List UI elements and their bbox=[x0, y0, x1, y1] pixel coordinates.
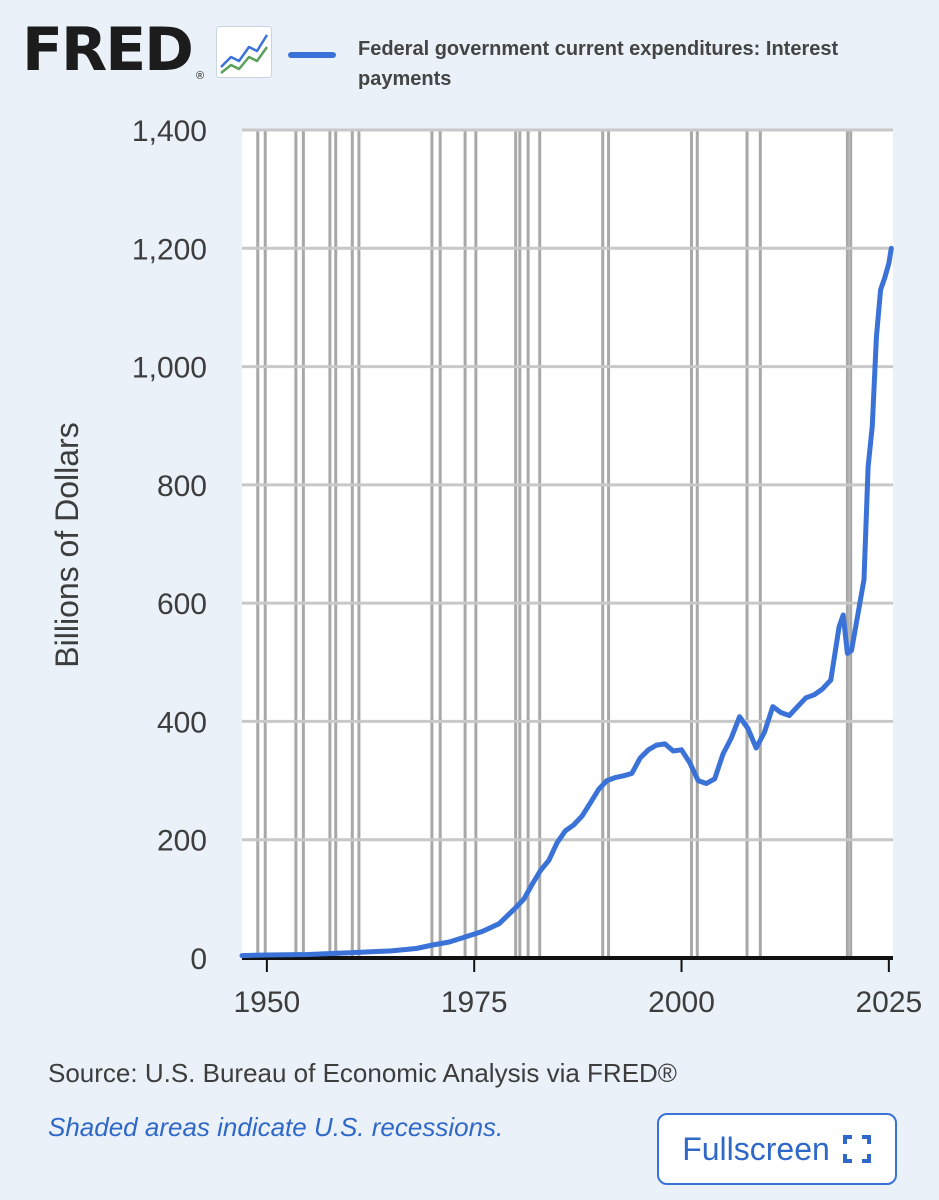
fred-logo[interactable]: FRED bbox=[22, 15, 194, 85]
plot-area bbox=[242, 130, 893, 958]
chart-plot: 0 200 400 600 800 1,000 1,200 1,400 1950 1975 2000… bbox=[49, 115, 922, 1019]
chart-header: FRED ® Federal government current expend… bbox=[0, 0, 939, 110]
x-tick-label: 2025 bbox=[855, 986, 922, 1019]
y-tick-label: 1,400 bbox=[132, 115, 207, 148]
legend-series-label[interactable]: Federal government current expenditures:… bbox=[358, 38, 839, 90]
x-tick-label: 1950 bbox=[234, 986, 301, 1019]
y-axis-label: Billions of Dollars bbox=[49, 422, 85, 667]
fullscreen-button[interactable]: Fullscreen bbox=[657, 1113, 897, 1185]
y-tick-label: 200 bbox=[157, 825, 207, 858]
line-graph-icon bbox=[216, 26, 272, 78]
y-tick-label: 800 bbox=[157, 470, 207, 503]
y-tick-label: 600 bbox=[157, 588, 207, 621]
registered-mark: ® bbox=[196, 70, 205, 82]
legend-series-swatch bbox=[288, 52, 336, 58]
x-tick-label: 2000 bbox=[648, 986, 715, 1019]
x-tick-label: 1975 bbox=[441, 986, 508, 1019]
recession-note: Shaded areas indicate U.S. recessions. bbox=[48, 1112, 504, 1142]
fullscreen-label: Fullscreen bbox=[682, 1130, 830, 1167]
y-tick-label: 1,000 bbox=[132, 352, 207, 385]
y-tick-label: 0 bbox=[190, 943, 207, 976]
series-line[interactable] bbox=[239, 245, 894, 959]
y-tick-label: 400 bbox=[157, 706, 207, 739]
expand-corners-icon bbox=[842, 1135, 871, 1163]
y-tick-label: 1,200 bbox=[132, 233, 207, 266]
source-note: Source: U.S. Bureau of Economic Analysis… bbox=[48, 1058, 677, 1088]
